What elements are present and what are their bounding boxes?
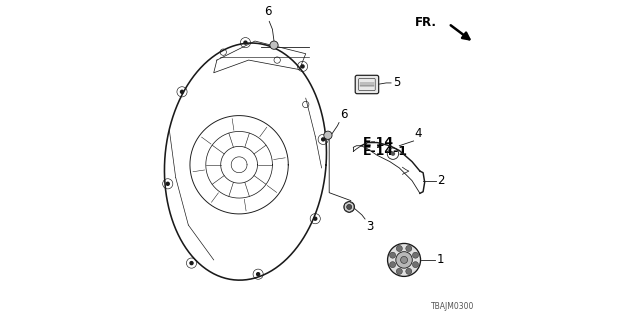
Circle shape [396, 268, 403, 274]
Circle shape [413, 252, 419, 258]
Circle shape [396, 245, 403, 252]
Circle shape [313, 216, 317, 221]
Circle shape [166, 181, 170, 186]
Text: 5: 5 [393, 76, 400, 89]
Circle shape [180, 90, 184, 94]
Text: 6: 6 [340, 108, 348, 121]
Circle shape [344, 202, 355, 212]
Circle shape [390, 262, 396, 268]
Circle shape [189, 261, 194, 265]
Text: 6: 6 [264, 5, 271, 18]
Circle shape [413, 262, 419, 268]
Circle shape [396, 252, 412, 268]
Circle shape [388, 244, 420, 276]
Circle shape [390, 252, 396, 258]
Text: 4: 4 [415, 127, 422, 140]
Circle shape [324, 131, 332, 140]
Circle shape [321, 137, 325, 142]
Circle shape [347, 204, 352, 210]
Text: E-14-1: E-14-1 [363, 145, 408, 158]
Text: 3: 3 [366, 220, 373, 233]
Circle shape [270, 41, 278, 49]
Text: TBAJM0300: TBAJM0300 [431, 302, 474, 311]
Circle shape [406, 245, 412, 252]
Text: 2: 2 [436, 174, 444, 187]
Text: FR.: FR. [415, 15, 437, 28]
FancyBboxPatch shape [355, 75, 379, 94]
Circle shape [300, 64, 305, 69]
Circle shape [243, 40, 248, 45]
Circle shape [406, 268, 412, 274]
Circle shape [391, 151, 395, 156]
Text: 1: 1 [436, 253, 444, 267]
Circle shape [401, 256, 408, 263]
Text: E-14: E-14 [363, 136, 394, 149]
Circle shape [256, 272, 260, 276]
